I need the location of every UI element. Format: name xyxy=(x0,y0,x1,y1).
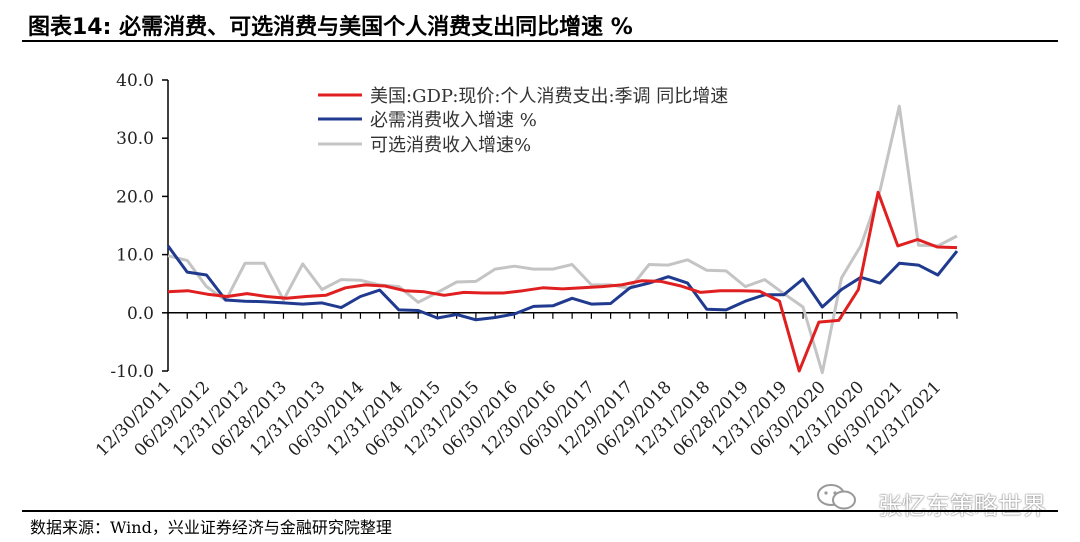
source-divider xyxy=(22,510,1058,512)
y-tick-label: 30.0 xyxy=(116,129,154,149)
y-tick-label: 40.0 xyxy=(116,71,154,91)
series-line xyxy=(167,104,958,375)
wechat-icon xyxy=(817,484,856,510)
title-bar: 图表14: 必需消费、可选消费与美国个人消费支出同比增速 % xyxy=(22,6,1058,42)
y-tick-label: 0.0 xyxy=(127,304,154,324)
legend-label: 美国:GDP:现价:个人消费支出:季调 同比增速 xyxy=(370,86,728,107)
chart-title: 图表14: 必需消费、可选消费与美国个人消费支出同比增速 % xyxy=(28,15,633,40)
series-line xyxy=(166,245,959,322)
legend-label: 可选消费收入增速% xyxy=(370,135,531,156)
y-tick-label: 10.0 xyxy=(116,246,154,266)
legend-label: 必需消费收入增速 % xyxy=(370,110,537,131)
series-line xyxy=(167,190,958,373)
y-tick-label: 20.0 xyxy=(116,187,154,207)
source-note: 数据来源：Wind，兴业证券经济与金融研究院整理 xyxy=(30,518,392,537)
watermark: 张忆东策略世界 xyxy=(878,492,1046,520)
y-tick-label: -10.0 xyxy=(110,362,154,382)
